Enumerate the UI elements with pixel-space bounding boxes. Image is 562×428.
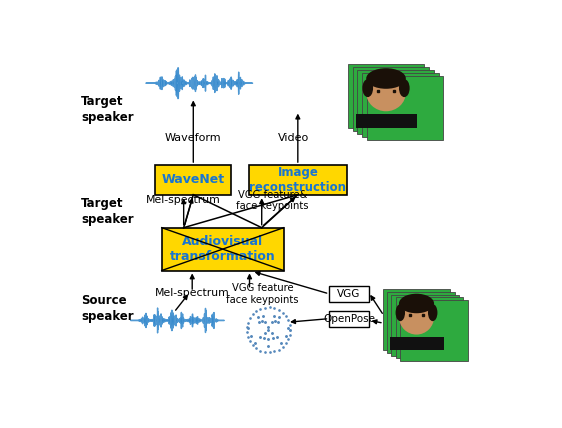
Text: WaveNet: WaveNet [162, 173, 225, 186]
Text: Mel-spectrum: Mel-spectrum [155, 288, 230, 297]
FancyBboxPatch shape [249, 165, 347, 195]
Text: OpenPose: OpenPose [323, 314, 375, 324]
FancyBboxPatch shape [155, 165, 232, 195]
Text: Video: Video [278, 133, 309, 143]
FancyBboxPatch shape [357, 70, 434, 134]
FancyBboxPatch shape [162, 228, 284, 270]
FancyBboxPatch shape [383, 289, 450, 351]
Ellipse shape [366, 68, 406, 89]
FancyBboxPatch shape [329, 286, 369, 302]
FancyBboxPatch shape [387, 292, 455, 353]
FancyBboxPatch shape [348, 64, 424, 128]
Ellipse shape [362, 79, 373, 97]
Text: Target
speaker: Target speaker [81, 197, 134, 226]
Ellipse shape [428, 304, 437, 321]
FancyBboxPatch shape [392, 295, 459, 356]
Ellipse shape [399, 79, 410, 97]
FancyBboxPatch shape [353, 67, 429, 131]
Ellipse shape [399, 299, 434, 335]
Text: Source
speaker: Source speaker [81, 294, 134, 323]
FancyBboxPatch shape [356, 114, 416, 128]
Ellipse shape [396, 304, 405, 321]
Text: VGG: VGG [337, 289, 361, 299]
FancyBboxPatch shape [329, 311, 369, 327]
Text: Mel-spectrum: Mel-spectrum [146, 195, 221, 205]
FancyBboxPatch shape [411, 327, 422, 333]
Text: Image
reconstruction: Image reconstruction [250, 166, 346, 194]
FancyBboxPatch shape [362, 73, 438, 137]
FancyBboxPatch shape [396, 297, 463, 358]
FancyBboxPatch shape [380, 104, 392, 110]
Ellipse shape [399, 294, 434, 313]
FancyBboxPatch shape [389, 337, 443, 351]
Text: Audiovisual
transformation: Audiovisual transformation [170, 235, 275, 263]
Text: Target
speaker: Target speaker [81, 95, 134, 124]
Text: VGG feature&
face keypoints: VGG feature& face keypoints [237, 190, 309, 211]
Text: Waveform: Waveform [165, 133, 221, 143]
Ellipse shape [366, 74, 406, 111]
FancyBboxPatch shape [400, 300, 468, 361]
Text: VGG feature
face keypoints: VGG feature face keypoints [226, 283, 299, 305]
FancyBboxPatch shape [367, 76, 443, 140]
